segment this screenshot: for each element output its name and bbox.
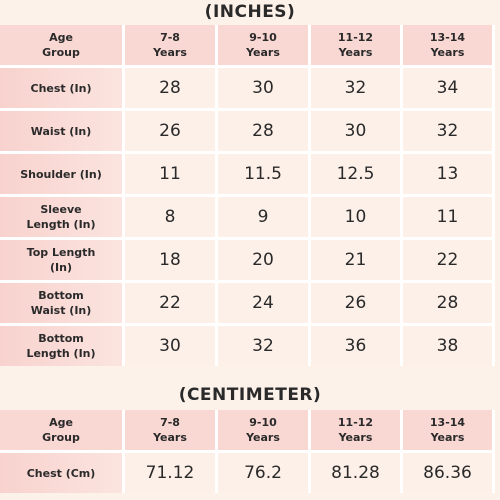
value-cell: 22 <box>125 283 215 323</box>
value-cell: 9 <box>218 197 308 237</box>
value-cell: 36 <box>311 326 400 366</box>
value-cell: 30 <box>218 68 308 108</box>
value-cell: 26 <box>311 283 400 323</box>
value-cell: 13 <box>403 154 492 194</box>
header-cell: 9-10 Years <box>218 410 308 450</box>
row-label: Bottom Waist (In) <box>0 283 122 323</box>
header-cell: 13-14 Years <box>403 410 492 450</box>
value-cell: 10 <box>311 197 400 237</box>
value-cell: 32 <box>311 68 400 108</box>
row-label: Bottom Length (In) <box>0 326 122 366</box>
value-cell: 28 <box>218 111 308 151</box>
value-cell: 11.5 <box>218 154 308 194</box>
value-cell: 11 <box>403 197 492 237</box>
value-cell: 11 <box>125 154 215 194</box>
value-cell: 26 <box>125 111 215 151</box>
value-cell: 81.28 <box>311 453 400 493</box>
header-cell: 11-12 Years <box>311 25 400 65</box>
value-cell: 38 <box>403 326 492 366</box>
value-cell: 21 <box>311 240 400 280</box>
value-cell: 71.12 <box>125 453 215 493</box>
value-cell: 18 <box>125 240 215 280</box>
value-cell: 30 <box>311 111 400 151</box>
header-cell: 7-8 Years <box>125 25 215 65</box>
header-cell: 9-10 Years <box>218 25 308 65</box>
size-table: Age Group 7-8 Years 9-10 Years 11-12 Years 1… <box>0 25 495 366</box>
header-cell: Age Group <box>0 25 122 65</box>
section-title: (CENTIMETER) <box>178 385 322 405</box>
size-table: Age Group 7-8 Years 9-10 Years 11-12 Years 1… <box>0 410 495 493</box>
value-cell: 22 <box>403 240 492 280</box>
value-cell: 86.36 <box>403 453 492 493</box>
value-cell: 30 <box>125 326 215 366</box>
value-cell: 76.2 <box>218 453 308 493</box>
value-cell: 8 <box>125 197 215 237</box>
row-label: Sleeve Length (In) <box>0 197 122 237</box>
value-cell: 28 <box>125 68 215 108</box>
value-cell: 32 <box>218 326 308 366</box>
value-cell: 24 <box>218 283 308 323</box>
section-title: (INCHES) <box>204 2 296 22</box>
value-cell: 20 <box>218 240 308 280</box>
value-cell: 28 <box>403 283 492 323</box>
row-label: Chest (Cm) <box>0 453 122 493</box>
value-cell: 32 <box>403 111 492 151</box>
row-label: Waist (In) <box>0 111 122 151</box>
row-label: Shoulder (In) <box>0 154 122 194</box>
header-cell: 7-8 Years <box>125 410 215 450</box>
value-cell: 12.5 <box>311 154 400 194</box>
header-cell: Age Group <box>0 410 122 450</box>
row-label: Top Length (In) <box>0 240 122 280</box>
header-cell: 11-12 Years <box>311 410 400 450</box>
row-label: Chest (In) <box>0 68 122 108</box>
value-cell: 34 <box>403 68 492 108</box>
header-cell: 13-14 Years <box>403 25 492 65</box>
